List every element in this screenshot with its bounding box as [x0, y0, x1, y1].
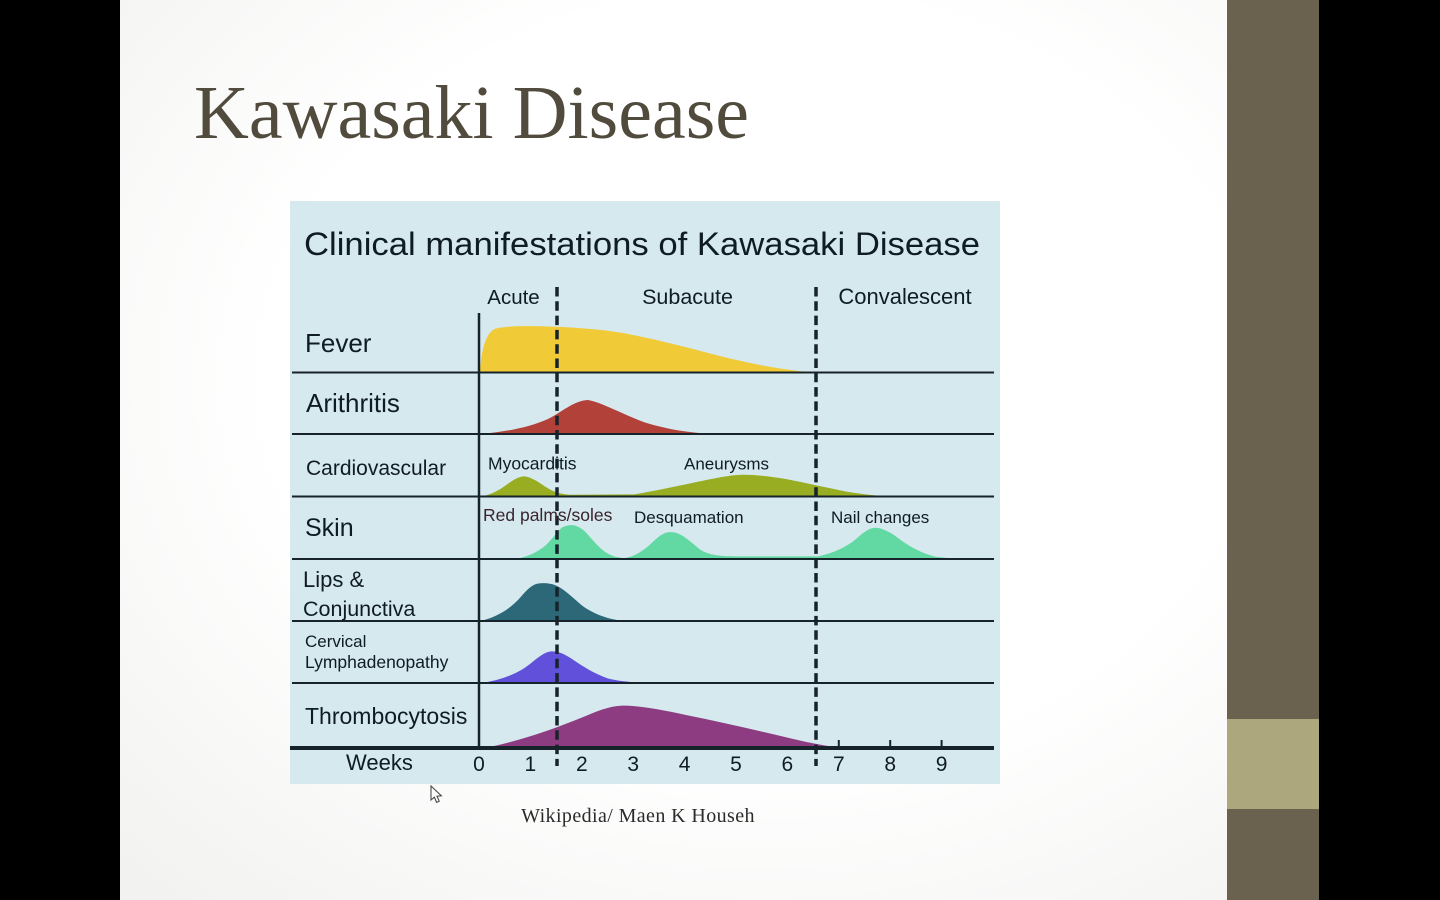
svg-text:Red palms/soles: Red palms/soles: [483, 505, 613, 525]
svg-text:Lymphadenopathy: Lymphadenopathy: [305, 652, 449, 672]
svg-text:8: 8: [884, 753, 896, 776]
svg-text:Desquamation: Desquamation: [634, 508, 744, 527]
svg-text:Nail changes: Nail changes: [831, 508, 929, 527]
svg-text:1: 1: [525, 753, 537, 776]
svg-text:Clinical manifestations of Kaw: Clinical manifestations of Kawasaki Dise…: [304, 226, 980, 262]
svg-text:3: 3: [627, 753, 639, 776]
svg-text:Acute: Acute: [487, 286, 539, 309]
svg-text:Conjunctiva: Conjunctiva: [303, 597, 415, 621]
svg-text:Aneurysms: Aneurysms: [684, 455, 769, 474]
svg-text:Convalescent: Convalescent: [838, 284, 971, 309]
svg-text:Lips &: Lips &: [303, 567, 364, 592]
svg-text:5: 5: [730, 753, 742, 776]
svg-text:Subacute: Subacute: [642, 285, 733, 309]
svg-text:Cardiovascular: Cardiovascular: [306, 457, 446, 480]
svg-text:9: 9: [936, 753, 948, 776]
svg-text:Skin: Skin: [305, 514, 354, 542]
svg-text:Myocarditis: Myocarditis: [488, 454, 577, 474]
svg-text:6: 6: [782, 753, 794, 776]
svg-text:Thrombocytosis: Thrombocytosis: [305, 703, 467, 729]
svg-text:2: 2: [576, 753, 588, 776]
svg-text:Fever: Fever: [305, 328, 372, 358]
svg-text:7: 7: [833, 753, 845, 776]
svg-text:Weeks: Weeks: [346, 750, 413, 775]
svg-text:Cervical: Cervical: [305, 632, 366, 651]
svg-text:Arithritis: Arithritis: [306, 388, 400, 418]
svg-text:4: 4: [679, 753, 691, 776]
svg-text:0: 0: [473, 753, 485, 776]
